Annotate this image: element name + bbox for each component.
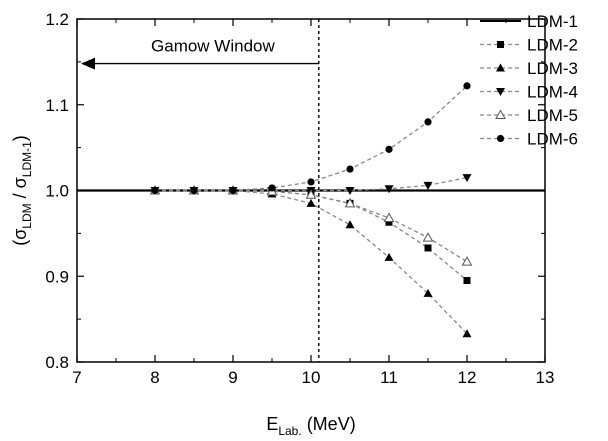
- data-point-ldm-3: [306, 198, 316, 207]
- legend-item-ldm-3: LDM-3: [480, 59, 578, 78]
- data-point-ldm-2: [385, 218, 393, 226]
- data-point-ldm-6: [268, 184, 276, 192]
- legend-label: LDM-1: [527, 12, 578, 31]
- legend-label: LDM-2: [527, 36, 578, 55]
- legend-marker: [496, 134, 505, 143]
- data-point-ldm-4: [462, 174, 472, 183]
- data-point-ldm-6: [346, 165, 354, 173]
- data-point-ldm-2: [463, 277, 471, 285]
- y-tick-label: 1.0: [45, 182, 69, 201]
- data-point-ldm-6: [229, 186, 237, 195]
- data-point-ldm-5: [344, 197, 356, 208]
- series-line-ldm-3: [155, 189, 468, 335]
- y-tick-label: 0.9: [45, 267, 69, 286]
- data-point-ldm-6: [385, 145, 393, 153]
- y-tick-label: 0.8: [45, 353, 69, 372]
- legend-item-ldm-6: LDM-6: [480, 130, 578, 149]
- legend-label: LDM-5: [527, 106, 578, 125]
- data-point-ldm-6: [463, 82, 471, 90]
- data-point-ldm-6: [190, 186, 198, 195]
- legend-marker: [495, 109, 506, 119]
- y-tick-label: 1.2: [45, 10, 69, 29]
- y-axis-title: (σLDM / σLDM-1): [10, 135, 34, 246]
- legend-marker: [496, 88, 505, 96]
- x-tick-label: 9: [228, 368, 237, 387]
- data-point-ldm-5: [422, 232, 434, 242]
- gamow-annotation: Gamow Window: [81, 37, 319, 70]
- data-point-ldm-6: [151, 186, 159, 195]
- series-line-ldm-6: [155, 85, 468, 192]
- tick-labels: 7 8 9 10 11 12 13 0.8 0.9 1.0 1.1 1.2: [45, 10, 554, 387]
- gamow-arrow-head: [81, 57, 95, 70]
- data-point-ldm-4: [384, 185, 394, 194]
- legend-label: LDM-3: [527, 59, 578, 78]
- x-tick-label: 11: [380, 368, 398, 387]
- data-point-ldm-3: [384, 252, 394, 261]
- legend-item-ldm-2: LDM-2: [480, 36, 578, 55]
- data-point-ldm-6: [307, 178, 315, 186]
- legend-marker: [496, 63, 505, 72]
- y-tick-label: 1.1: [45, 96, 69, 115]
- data-point-ldm-5: [305, 189, 317, 199]
- x-axis-title: ELab. (MeV): [266, 414, 355, 438]
- legend-item-ldm-1: LDM-1: [480, 12, 578, 31]
- data-point-ldm-3: [423, 288, 433, 297]
- legend-item-ldm-4: LDM-4: [480, 83, 578, 102]
- data-point-ldm-4: [423, 181, 433, 190]
- legend: LDM-1 LDM-2 LDM-3 LDM-4 LDM-5 LDM-6: [480, 12, 578, 149]
- legend-item-ldm-5: LDM-5: [480, 106, 578, 125]
- legend-label: LDM-6: [527, 130, 578, 149]
- data-point-ldm-5: [383, 212, 395, 222]
- data-point-ldm-4: [345, 187, 355, 195]
- data-point-ldm-3: [345, 220, 355, 229]
- x-tick-label: 12: [458, 368, 477, 387]
- series-markers: [149, 82, 473, 338]
- axis-ticks: [76, 18, 546, 363]
- legend-marker: [497, 41, 504, 48]
- x-tick-label: 7: [72, 368, 81, 387]
- x-tick-label: 10: [302, 368, 321, 387]
- x-tick-label: 13: [536, 368, 555, 387]
- data-point-ldm-3: [462, 329, 472, 338]
- data-point-ldm-6: [424, 118, 432, 126]
- gamow-window-label: Gamow Window: [151, 37, 275, 56]
- data-point-ldm-5: [461, 256, 473, 266]
- data-point-ldm-2: [424, 244, 432, 252]
- legend-label: LDM-4: [527, 83, 578, 102]
- x-tick-label: 8: [150, 368, 159, 387]
